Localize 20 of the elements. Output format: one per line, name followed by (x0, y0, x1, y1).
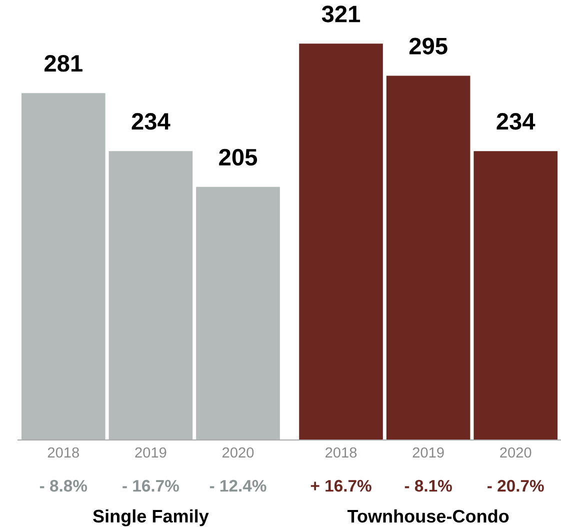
data-label: 205 (219, 148, 258, 166)
text: - 8.8% (40, 480, 88, 492)
data-label: 234 (496, 113, 536, 130)
data-label: 234 (132, 113, 170, 130)
text: Single Family (93, 509, 209, 526)
data-label: 321 (322, 6, 360, 22)
text: Townhouse-Condo (347, 509, 509, 523)
data-label: 295 (409, 38, 448, 54)
x-tick-label: 2020 (500, 447, 532, 458)
text: - 20.7% (488, 480, 544, 492)
text: - 16.7% (122, 480, 179, 492)
text: - 12.4% (210, 480, 266, 492)
x-tick-label: 2019 (135, 447, 166, 458)
x-tick-label: 2018 (326, 447, 357, 458)
x-tick-label: 2018 (48, 447, 79, 458)
x-tick-label: 2020 (222, 447, 254, 458)
x-tick-label: 2019 (412, 447, 444, 458)
data-label: 281 (44, 55, 82, 72)
text: - 8.1% (404, 480, 452, 492)
text: + 16.7% (310, 480, 372, 492)
